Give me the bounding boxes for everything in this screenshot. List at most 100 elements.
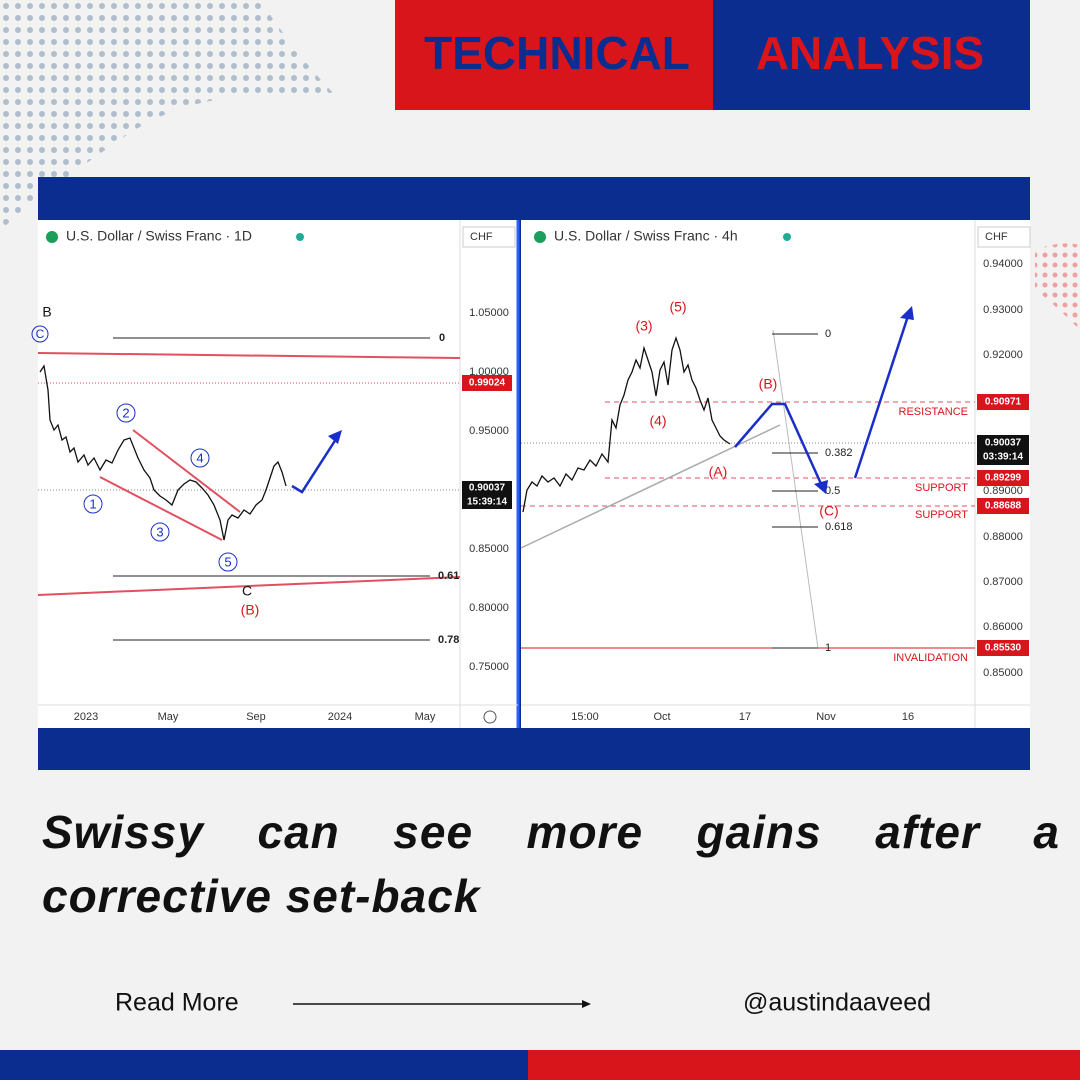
price-label: 0.86000 bbox=[983, 621, 1023, 633]
projection-arrow bbox=[853, 315, 910, 479]
panel-bg bbox=[521, 220, 1030, 728]
level-label: SUPPORT bbox=[915, 509, 968, 521]
badge-price: 0.99024 bbox=[469, 378, 506, 389]
icon bbox=[534, 231, 546, 243]
projection-arrow bbox=[734, 402, 824, 487]
wave-label: 4 bbox=[196, 450, 203, 465]
fib-diagonal bbox=[772, 329, 819, 649]
time-label: May bbox=[158, 711, 179, 723]
footer-bar bbox=[0, 1050, 528, 1080]
decor-dots bbox=[1035, 243, 1080, 330]
wave-circle bbox=[190, 448, 210, 468]
fib-label: 0 bbox=[439, 332, 445, 344]
fib-label: 0 bbox=[825, 328, 831, 340]
wave-label: (3) bbox=[635, 318, 652, 334]
price-label: 0.93000 bbox=[983, 304, 1023, 316]
badge-time: 03:39:14 bbox=[983, 452, 1023, 463]
settings-icon[interactable] bbox=[483, 710, 497, 724]
header-red bbox=[395, 0, 713, 110]
price-badge bbox=[977, 394, 1029, 410]
wave-annotation: B bbox=[42, 304, 51, 320]
time-label: 16 bbox=[902, 711, 914, 723]
wedge-line bbox=[99, 476, 223, 541]
currency: CHF bbox=[470, 231, 493, 243]
read-more[interactable]: Read More bbox=[115, 989, 239, 1017]
header-right: ANALYSIS bbox=[756, 27, 984, 79]
footer-bar bbox=[528, 1050, 1080, 1080]
arrowhead bbox=[582, 1000, 591, 1008]
badge-price: 0.90037 bbox=[985, 438, 1022, 449]
price-label: 0.95000 bbox=[469, 425, 509, 437]
fib-label: 0.618 bbox=[825, 521, 853, 533]
time-label: Nov bbox=[816, 711, 836, 723]
wave-labels: (3) (5) (4) (B) (A) (C) bbox=[635, 299, 838, 519]
wave-circle bbox=[218, 552, 238, 572]
wave-label: 5 bbox=[224, 554, 231, 569]
arrowhead bbox=[328, 430, 342, 444]
header-blue bbox=[713, 0, 1030, 110]
wave-label: (4) bbox=[649, 413, 666, 429]
panel-title: U.S. Dollar / Swiss Franc · 1D bbox=[66, 228, 252, 244]
price-badge bbox=[977, 470, 1029, 486]
panel-bg bbox=[38, 220, 518, 728]
badge-price: 0.85530 bbox=[985, 643, 1022, 654]
wedge-line bbox=[132, 429, 241, 513]
price-label: 0.94000 bbox=[983, 258, 1023, 270]
level-label: RESISTANCE bbox=[899, 406, 968, 418]
currency-box bbox=[462, 226, 516, 248]
handle: @austindaaveed bbox=[743, 989, 931, 1017]
wave-labels: 1 2 3 4 5 bbox=[83, 403, 238, 572]
wave-circle bbox=[150, 522, 170, 542]
price-label: 0.88000 bbox=[983, 531, 1023, 543]
price-badge bbox=[977, 435, 1029, 465]
wave-label: 1 bbox=[89, 496, 96, 511]
wave-annotation: C bbox=[36, 327, 45, 341]
panel-title: U.S. Dollar / Swiss Franc · 4h bbox=[554, 228, 738, 244]
badge-price: 0.89299 bbox=[985, 473, 1022, 484]
currency-box bbox=[977, 226, 1031, 248]
price-label: 0.92000 bbox=[983, 349, 1023, 361]
wave-label: (A) bbox=[709, 464, 728, 480]
wave-label: 2 bbox=[122, 405, 129, 420]
wave-label: (B) bbox=[759, 376, 778, 392]
wave-circle bbox=[31, 325, 49, 343]
arrowhead bbox=[814, 480, 828, 494]
wave-annotation: C bbox=[242, 583, 252, 599]
projection-arrow bbox=[291, 435, 340, 494]
fib-label: 0.5 bbox=[825, 485, 840, 497]
badge-price: 0.90037 bbox=[469, 483, 506, 494]
currency: CHF bbox=[985, 231, 1008, 243]
status-dot bbox=[296, 233, 304, 241]
time-label: Sep bbox=[246, 711, 266, 723]
price-series bbox=[522, 335, 731, 513]
time-label: Oct bbox=[653, 711, 670, 723]
price-label: 0.85000 bbox=[983, 667, 1023, 679]
status-dot bbox=[783, 233, 791, 241]
trendline bbox=[37, 352, 461, 359]
price-label: 0.75000 bbox=[469, 661, 509, 673]
price-label: 1.00000 bbox=[469, 366, 509, 378]
wave-circle bbox=[83, 494, 103, 514]
wave-label: 3 bbox=[156, 524, 163, 539]
level-label: SUPPORT bbox=[915, 482, 968, 494]
time-label: 15:00 bbox=[571, 711, 599, 723]
price-badge bbox=[462, 375, 512, 391]
fib-lines bbox=[772, 333, 818, 649]
wave-label: (C) bbox=[819, 503, 838, 519]
fib-label: 0.382 bbox=[825, 447, 853, 459]
time-label: 2023 bbox=[74, 711, 98, 723]
badge-price: 0.90971 bbox=[985, 397, 1022, 408]
wave-circle bbox=[116, 403, 136, 423]
fib-label: 0.61 bbox=[438, 570, 459, 582]
badge-price: 0.88688 bbox=[985, 501, 1022, 512]
price-label: 0.89000 bbox=[983, 485, 1023, 497]
header-left: TECHNICAL bbox=[424, 27, 690, 79]
time-label: 17 bbox=[739, 711, 751, 723]
trendline bbox=[37, 576, 461, 596]
badge-time: 15:39:14 bbox=[467, 497, 507, 508]
price-label: 1.05000 bbox=[469, 307, 509, 319]
fib-label: 1 bbox=[825, 642, 831, 654]
time-label: May bbox=[415, 711, 436, 723]
headline: Swissy can see more gains after a correc… bbox=[42, 806, 1060, 922]
